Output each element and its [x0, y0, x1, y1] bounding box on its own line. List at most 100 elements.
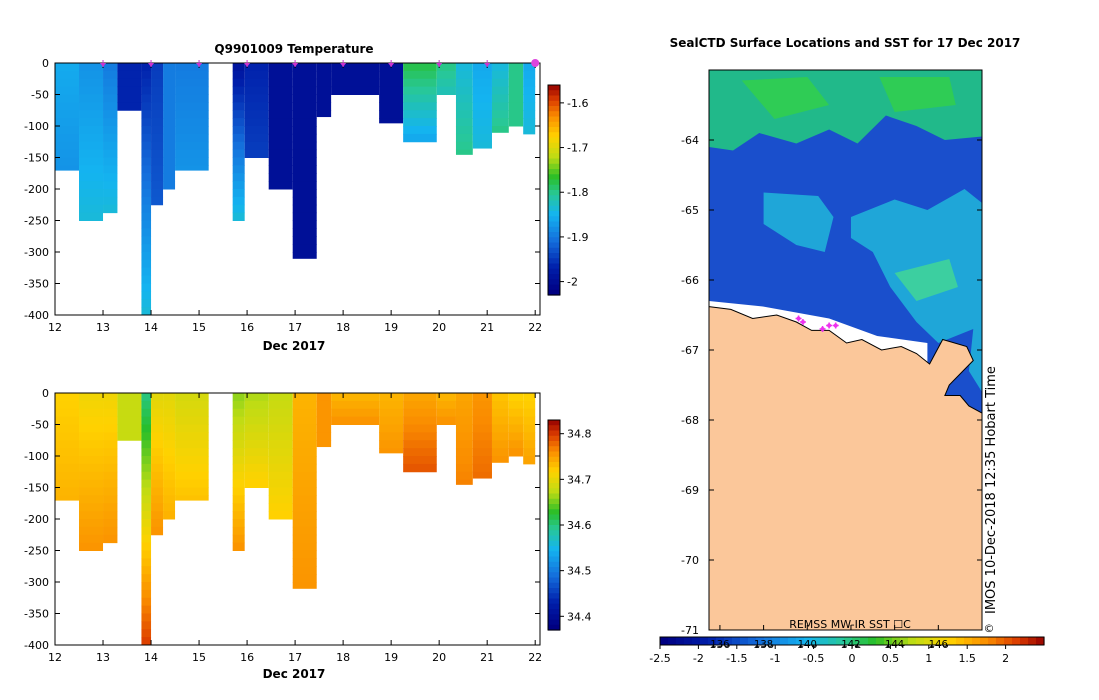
- colorbar-tick-label: -1.8: [567, 186, 588, 199]
- section-cell: [79, 63, 104, 72]
- section-cell: [331, 393, 380, 402]
- x-tick-label: 22: [528, 651, 542, 664]
- section-cell: [268, 448, 293, 457]
- y-tick-label: -250: [24, 215, 49, 228]
- section-cell: [292, 165, 317, 174]
- sst-colorbar-tick-label: -1.5: [726, 652, 747, 665]
- lat-tick-label: -66: [681, 274, 699, 287]
- section-cell: [151, 110, 164, 119]
- colorbar-segment: [548, 514, 560, 521]
- sst-teal-patch: [894, 259, 958, 301]
- section-cell: [103, 196, 118, 206]
- colorbar-segment: [548, 609, 560, 615]
- ctd-location-dot: [827, 323, 832, 328]
- section-cell: [79, 94, 104, 103]
- section-cell: [175, 102, 209, 111]
- colorbar-segment: [548, 190, 560, 196]
- x-tick-label: 12: [48, 651, 62, 664]
- section-cell: [55, 432, 80, 441]
- section-cell: [103, 519, 118, 528]
- colorbar-segment: [548, 163, 560, 170]
- section-cell: [163, 126, 176, 135]
- section-cell: [292, 408, 317, 418]
- section-cell: [472, 432, 492, 441]
- section-cell: [403, 393, 437, 402]
- section-cell: [141, 220, 152, 229]
- section-cell: [232, 424, 245, 433]
- section-cell: [232, 534, 245, 544]
- ctd-location-dot: [833, 323, 838, 328]
- section-cell: [141, 252, 152, 261]
- section-cell: [523, 448, 536, 457]
- y-tick-label: -300: [24, 576, 49, 589]
- salinity-panel: 12 13 14 15 16 17 18 19 20 21 22 0 -50 -100 -150 -200 -2…: [24, 387, 591, 681]
- section-cell: [141, 511, 152, 520]
- section-cell: [163, 181, 176, 190]
- section-cell: [141, 534, 152, 544]
- section-cell: [523, 408, 536, 418]
- colorbar-segment: [548, 556, 560, 563]
- sst-colorbar-segment: [844, 637, 853, 645]
- colorbar-segment: [548, 106, 560, 112]
- section-cell: [523, 63, 536, 72]
- colorbar-tick-label: 34.7: [567, 473, 592, 486]
- section-cell: [472, 440, 492, 449]
- sst-colorbar-tick-label: -1: [770, 652, 781, 665]
- section-cell: [103, 448, 118, 457]
- section-cell: [455, 102, 473, 111]
- y-tick-label: 0: [42, 387, 49, 400]
- section-cell: [292, 94, 317, 103]
- section-cell: [268, 432, 293, 441]
- section-cell: [232, 416, 245, 425]
- section-cell: [141, 165, 152, 174]
- section-cell: [141, 204, 152, 214]
- x-tick-label: 20: [432, 321, 446, 334]
- section-cell: [151, 503, 164, 512]
- section-cell: [455, 141, 473, 151]
- x-tick-label: 17: [288, 651, 302, 664]
- section-cell: [403, 424, 437, 433]
- section-cell: [151, 86, 164, 95]
- section-cell: [141, 637, 152, 646]
- section-cell: [141, 605, 152, 614]
- colorbar-segment: [548, 179, 560, 186]
- section-cell: [491, 393, 509, 402]
- sst-colorbar-tick-label: 1: [925, 652, 932, 665]
- section-cell: [141, 291, 152, 300]
- section-cell: [472, 448, 492, 457]
- section-cell: [455, 471, 473, 481]
- section-cell: [55, 63, 80, 72]
- section-cell: [141, 259, 152, 269]
- section-cell: [316, 94, 332, 103]
- sst-colorbar: 136 138 140 142 144 146 -2.5 -2 -1.5 -1 -0.5 0 0.5 1 1…: [649, 636, 1045, 665]
- section-cell: [79, 212, 104, 221]
- section-cell: [79, 495, 104, 504]
- section-cell: [175, 408, 209, 418]
- section-cell: [79, 165, 104, 174]
- lon-tick-label-overlay: 136: [710, 639, 729, 650]
- section-cell: [244, 141, 269, 151]
- ctd-location-dot: [820, 327, 825, 331]
- section-cell: [151, 519, 164, 528]
- section-cell: [141, 307, 152, 316]
- section-cell: [151, 196, 164, 206]
- section-cell: [103, 78, 118, 88]
- section-cell: [508, 86, 524, 95]
- section-cell: [175, 440, 209, 449]
- section-cell: [163, 141, 176, 151]
- section-cell: [55, 416, 80, 425]
- section-cell: [79, 393, 104, 402]
- colorbar-segment: [548, 153, 560, 160]
- section-cell: [455, 479, 473, 485]
- colorbar-segment: [548, 561, 560, 568]
- section-cell: [55, 424, 80, 433]
- section-cell: [292, 566, 317, 575]
- sst-colorbar-segment: [724, 637, 733, 645]
- section-cell: [379, 448, 404, 454]
- section-cell: [316, 393, 332, 402]
- section-cell: [232, 479, 245, 488]
- section-cell: [55, 86, 80, 95]
- section-cell: [244, 118, 269, 127]
- section-cell: [103, 487, 118, 496]
- section-cell: [232, 400, 245, 410]
